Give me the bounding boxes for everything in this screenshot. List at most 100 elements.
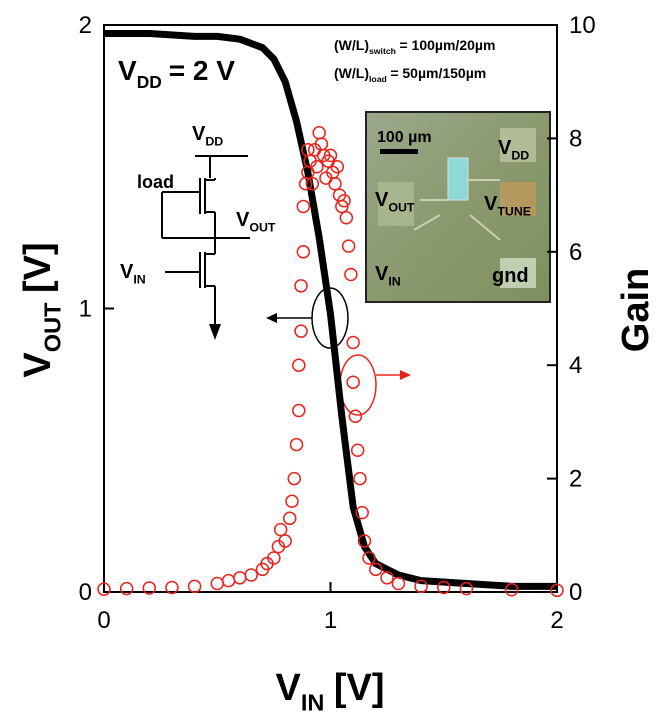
ratio-annotation-main: (W/L)	[334, 37, 369, 53]
gain-point	[221, 573, 236, 588]
y2-axis-title: Gain	[615, 268, 657, 352]
gain-point	[292, 403, 306, 418]
micrograph-label-sub: TUNE	[497, 205, 531, 219]
gain-point	[437, 580, 451, 595]
micrograph-label-sub: IN	[388, 275, 400, 289]
gain-point	[294, 324, 308, 338]
gain-point	[292, 358, 306, 372]
gain-point	[312, 125, 326, 140]
gain-point	[165, 580, 179, 595]
y2-tick-label: 8	[569, 125, 582, 152]
y-tick-label: 0	[79, 579, 92, 606]
gain-point	[273, 522, 288, 537]
y2-tick-label: 4	[569, 352, 582, 379]
vdd-annotation-main: V	[118, 55, 137, 86]
circuit-label: VIN	[120, 261, 146, 287]
arrow-head	[266, 313, 277, 323]
gain-point	[330, 160, 345, 174]
gain-point	[210, 576, 224, 591]
vdd-annotation-sub: DD	[137, 72, 162, 92]
y-tick-label: 2	[79, 12, 92, 39]
x-axis-title-sub: IN	[301, 690, 325, 716]
gain-point	[296, 199, 311, 214]
y2-tick-label: 2	[569, 466, 582, 493]
micrograph-label-main: V	[375, 189, 389, 211]
gain-point	[282, 511, 297, 526]
ratio-annotation-suffix: = 100µm/20µm	[399, 37, 495, 53]
micrograph-label: VTUNE	[484, 193, 531, 219]
gain-point	[328, 177, 342, 191]
x-axis-title-main: V	[275, 667, 301, 709]
gain-point	[310, 160, 324, 174]
gain-point	[414, 579, 428, 594]
micrograph-label-main: V	[498, 137, 512, 159]
circuit-label: VOUT	[236, 209, 276, 235]
circuit-label: load	[137, 172, 174, 192]
gain-point	[244, 568, 258, 582]
gain-point	[339, 211, 354, 225]
vdd-annotation-suffix: = 2 V	[169, 55, 235, 86]
gain-point	[357, 534, 372, 548]
gain-point	[355, 505, 369, 520]
x-tick-label: 1	[324, 607, 337, 634]
gain-point	[550, 583, 564, 598]
y-axis-title-sub: OUT	[40, 302, 66, 352]
circuit	[161, 155, 250, 325]
pad	[378, 182, 414, 226]
gain-point	[369, 562, 383, 577]
ground-arrow	[209, 324, 221, 340]
gain-point	[287, 471, 302, 486]
ratio-annotation: (W/L)load = 50µm/150µm	[334, 65, 486, 84]
x-axis-title: VIN [V]	[275, 667, 384, 716]
circuit-label-main: V	[236, 209, 250, 231]
micrograph-label: VIN	[375, 263, 401, 289]
micrograph-label-sub: DD	[511, 149, 529, 163]
gain-point	[305, 177, 320, 191]
gain-point	[346, 375, 360, 389]
circuit-label-main: V	[192, 123, 206, 145]
circuit-label: VDD	[192, 123, 223, 149]
gain-point	[233, 571, 247, 585]
gain-point	[380, 571, 394, 585]
gain-point	[285, 494, 299, 509]
y2-tick-label: 0	[569, 579, 582, 606]
micrograph-label: 100 µm	[377, 129, 432, 146]
gain-point	[348, 409, 363, 423]
trace	[413, 179, 501, 241]
gain-point	[323, 148, 338, 163]
circuit-label-sub: OUT	[249, 221, 276, 235]
gain-point	[353, 471, 367, 486]
decorations	[161, 111, 551, 416]
vdd-annotation: VDD = 2 V	[118, 55, 235, 92]
y2-tick-label: 6	[569, 239, 582, 266]
device-channel	[447, 157, 469, 201]
ratio-annotation-sub: switch	[369, 46, 396, 56]
scale-bar	[380, 149, 418, 154]
gain-point	[267, 551, 281, 565]
x-axis-title-suffix: [V]	[334, 667, 385, 709]
gain-point	[335, 199, 349, 214]
gain-point	[142, 581, 157, 595]
ratio-annotation-sub: load	[369, 74, 387, 84]
y-tick-label: 1	[79, 296, 92, 323]
micrograph-label-sub: OUT	[388, 201, 415, 215]
y-axis-title-main: V	[17, 352, 59, 378]
circuit-label-sub: DD	[205, 135, 223, 149]
gain-point	[97, 582, 111, 596]
x-tick-label: 2	[550, 607, 563, 634]
gain-point	[346, 335, 360, 350]
arrow-head	[400, 370, 411, 380]
pad	[500, 128, 536, 162]
gain-point	[289, 437, 304, 452]
micrograph-label: gnd	[492, 265, 529, 287]
gain-point	[362, 551, 376, 565]
pad	[500, 182, 536, 216]
gain-point	[278, 534, 292, 548]
gain-point	[337, 194, 351, 208]
gain-point	[119, 581, 134, 596]
micrograph-label-main: V	[484, 193, 498, 215]
gain-point	[341, 239, 356, 253]
y-axis-title: VOUT [V]	[17, 242, 66, 377]
y-axis-title-suffix: [V]	[17, 242, 59, 293]
